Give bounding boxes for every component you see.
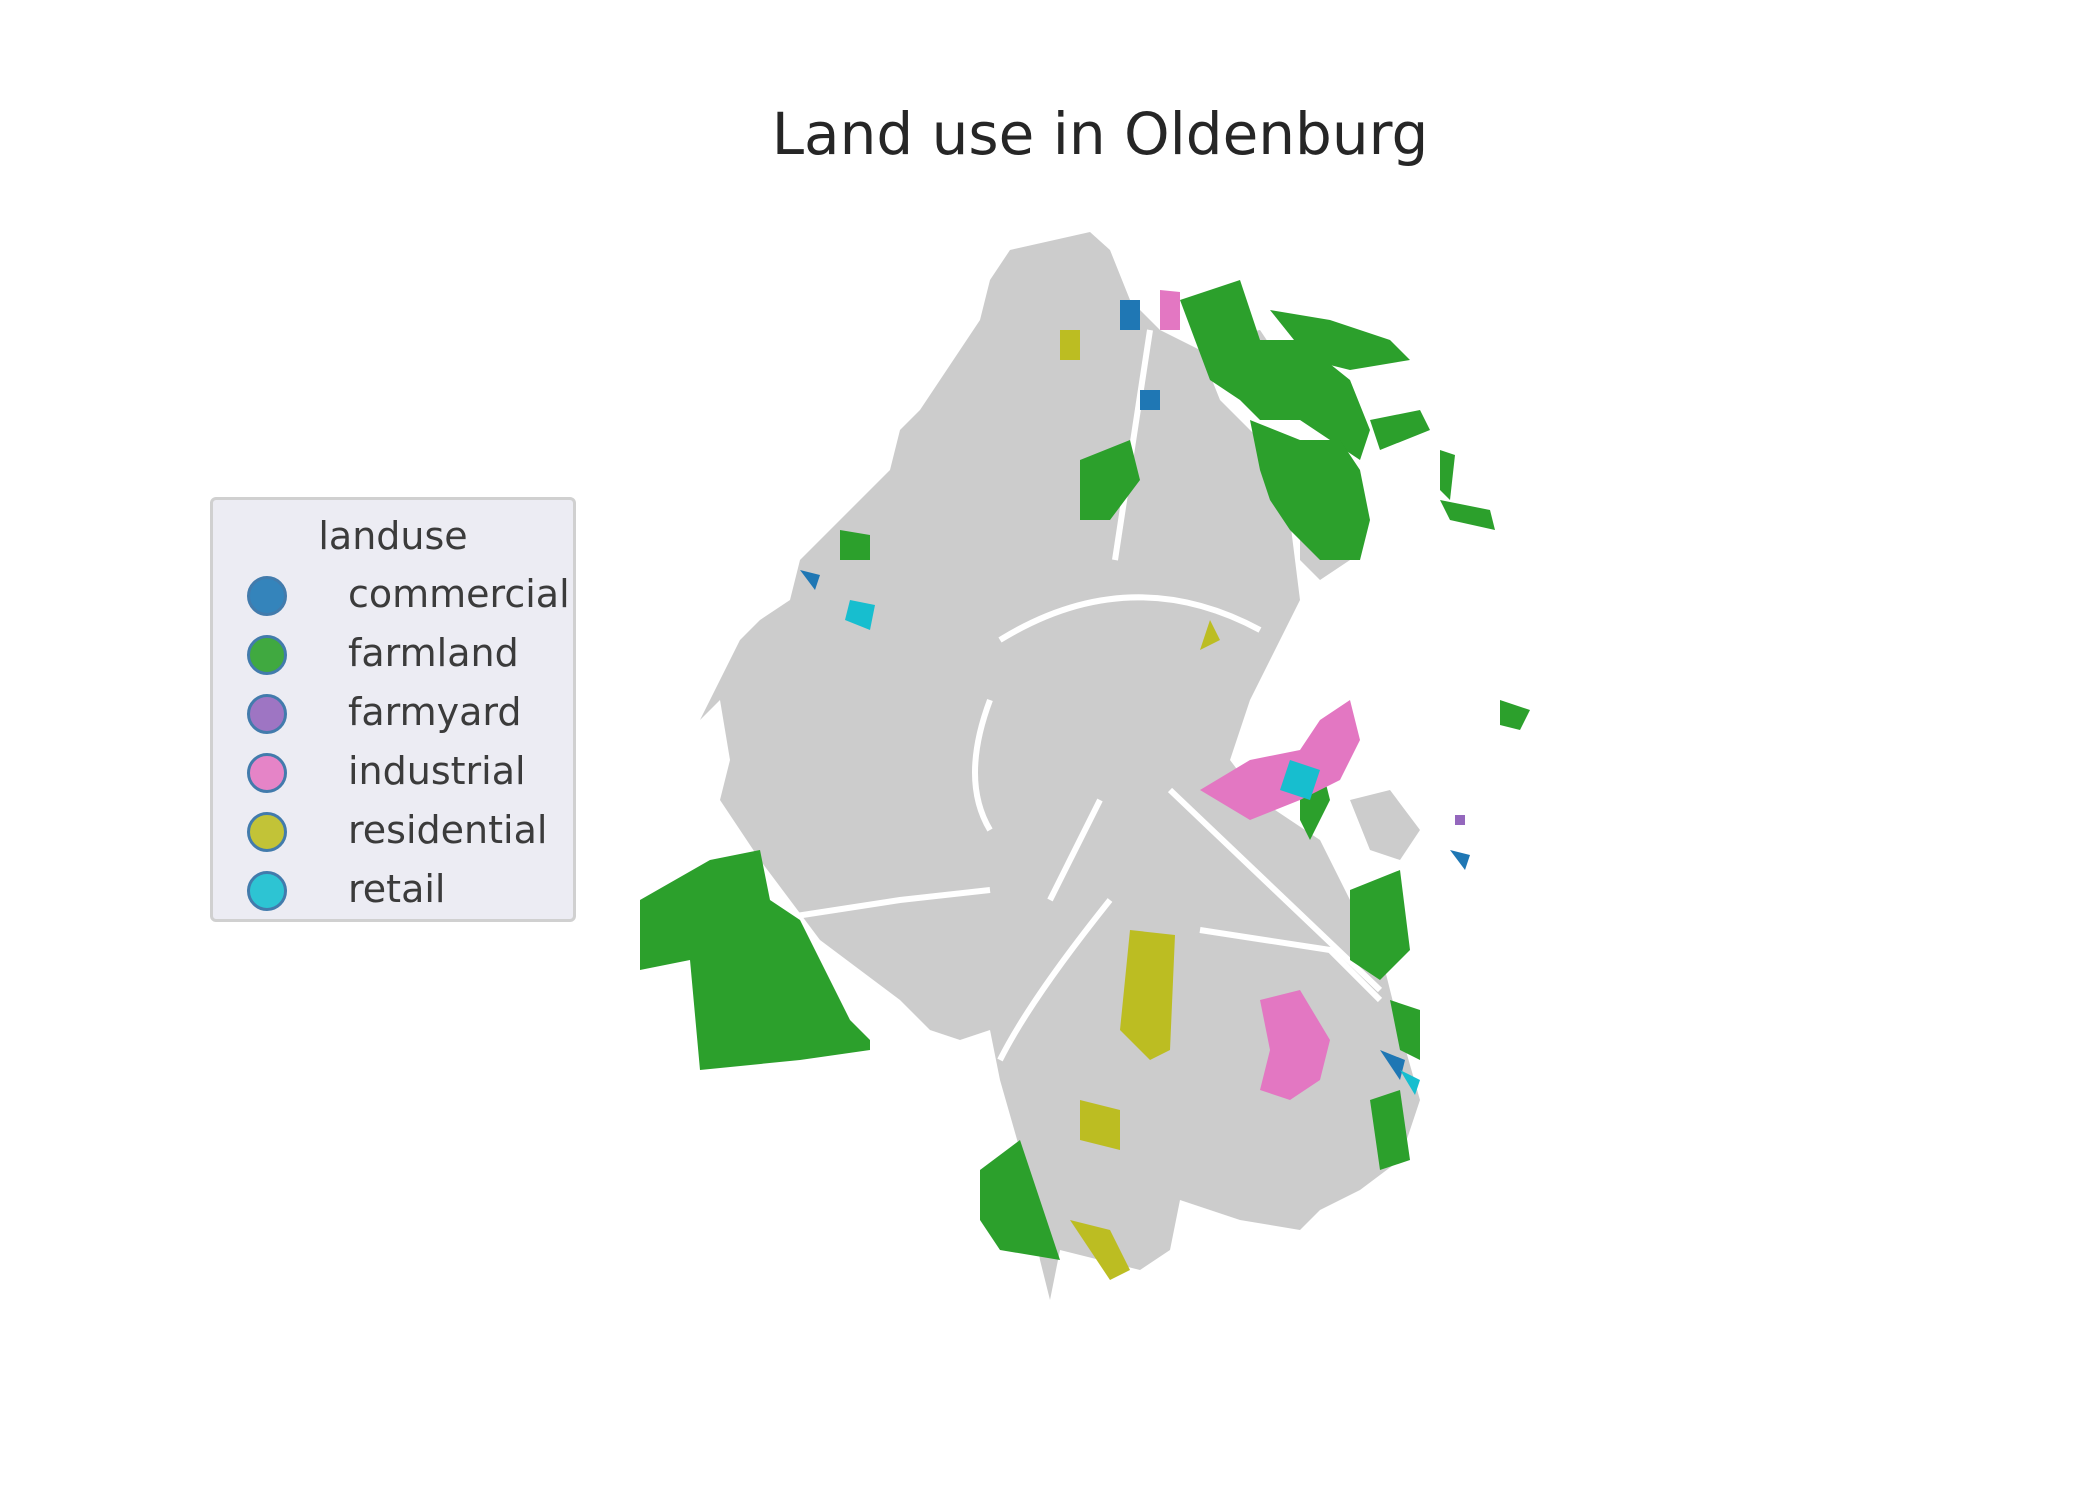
legend-label: industrial: [348, 749, 526, 793]
commercial-areas: [800, 300, 1470, 1080]
map-road: [1167, 787, 1383, 993]
map-area: [640, 850, 870, 1070]
legend-item-residential: residential: [213, 806, 573, 862]
legend-item-retail: retail: [213, 865, 573, 921]
farmland-areas: [640, 280, 1530, 1260]
legend-marker: [247, 871, 287, 911]
map-area: [1070, 1220, 1130, 1280]
legend-marker: [247, 576, 287, 616]
legend-marker: [247, 753, 287, 793]
map-area: [1440, 500, 1495, 530]
map-area: [1120, 300, 1140, 330]
map-area: [1350, 790, 1420, 860]
residential-areas: [1060, 330, 1220, 1280]
map-road: [1112, 329, 1153, 561]
map-area: [1280, 760, 1320, 800]
legend-marker: [247, 812, 287, 852]
legend-item-industrial: industrial: [213, 747, 573, 803]
industrial-areas: [1160, 290, 1360, 1100]
legend-label: residential: [348, 808, 548, 852]
map-area: [1400, 1070, 1420, 1095]
legend-title: landuse: [318, 514, 468, 558]
map-area: [1140, 390, 1160, 410]
map-area: [1455, 815, 1465, 825]
map-area: [1350, 870, 1410, 980]
road-gaps: [769, 329, 1383, 1062]
legend-marker: [247, 635, 287, 675]
map-title: Land use in Oldenburg: [771, 100, 1429, 168]
map-area: [800, 570, 820, 590]
map-area: [1270, 310, 1410, 370]
map-area: [1120, 930, 1175, 1060]
legend-label: farmland: [348, 631, 519, 675]
map-road: [998, 594, 1262, 643]
map-area: [1380, 1050, 1405, 1080]
map-area: [1160, 290, 1180, 330]
map-area: [1390, 1000, 1420, 1060]
map-area: [1200, 700, 1360, 820]
map-road: [1199, 927, 1383, 1003]
map-area: [840, 530, 870, 560]
farmyard-areas: [1455, 815, 1465, 825]
legend-item-farmland: farmland: [213, 629, 573, 685]
map-area: [1500, 700, 1530, 730]
map-area: [1440, 450, 1455, 500]
legend-label: commercial: [348, 572, 570, 616]
map-area: [845, 600, 875, 630]
map-area: [1450, 850, 1470, 870]
legend-label: farmyard: [348, 690, 522, 734]
map-area: [1250, 420, 1370, 560]
retail-areas: [845, 600, 1420, 1095]
map-area: [1080, 440, 1140, 520]
map-area: [1260, 990, 1330, 1100]
map-area: [1200, 620, 1220, 650]
map-area: [1080, 1100, 1120, 1150]
map-area: [700, 232, 1420, 1300]
map-road: [1047, 798, 1103, 902]
map-area: [1370, 410, 1430, 450]
legend-item-farmyard: farmyard: [213, 688, 573, 744]
map-area: [1370, 1090, 1410, 1170]
map-road: [997, 898, 1113, 1062]
map-area: [1180, 280, 1370, 460]
map-area: [980, 1140, 1060, 1260]
map-road: [769, 887, 991, 923]
map-road: [972, 698, 993, 832]
map-area: [1060, 330, 1080, 360]
map-legend: landuse commercial farmland farmyard ind…: [210, 497, 576, 922]
legend-label: retail: [348, 867, 446, 911]
legend-marker: [247, 694, 287, 734]
legend-item-commercial: commercial: [213, 570, 573, 626]
